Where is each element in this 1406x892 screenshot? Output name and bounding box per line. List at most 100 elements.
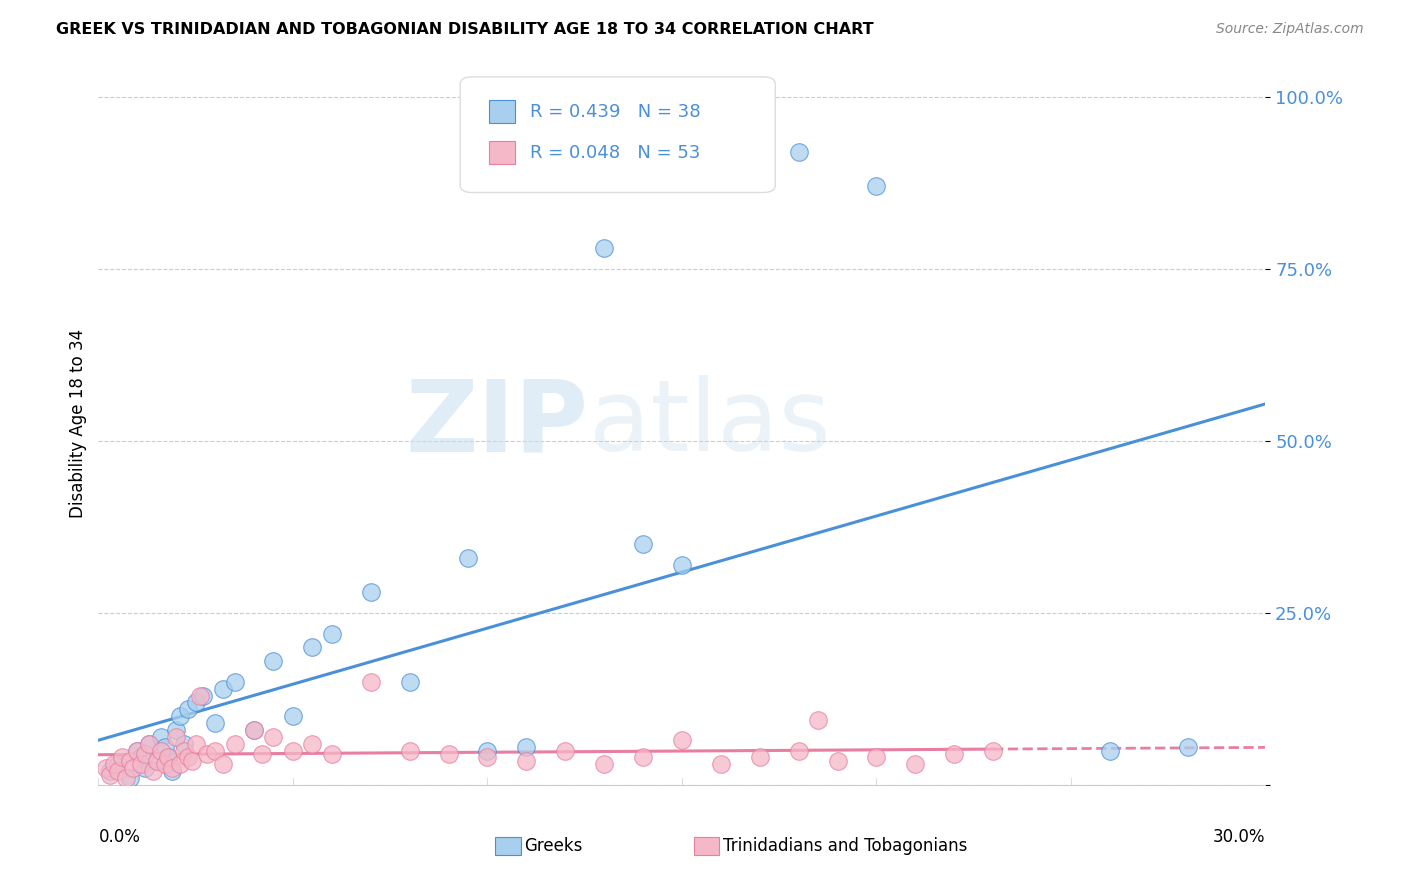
Point [193, 689, 215, 703]
Point [593, 241, 616, 255]
Point [457, 550, 479, 565]
Point [162, 761, 184, 775]
Text: Trinidadians and Tobagonians: Trinidadians and Tobagonians [723, 838, 967, 855]
Point [180, 754, 202, 768]
Point [138, 737, 160, 751]
Point [134, 761, 156, 775]
Point [748, 750, 770, 764]
Point [184, 737, 207, 751]
Point [149, 743, 172, 757]
Point [157, 750, 180, 764]
Point [477, 743, 499, 757]
Point [321, 626, 343, 640]
Point [184, 695, 207, 709]
Point [212, 757, 235, 772]
Point [671, 733, 693, 747]
Point [134, 747, 156, 761]
Point [138, 737, 160, 751]
Point [142, 764, 165, 779]
Text: 30.0%: 30.0% [1213, 829, 1265, 847]
Point [437, 747, 460, 761]
Point [157, 750, 180, 764]
Point [807, 713, 830, 727]
Point [114, 771, 136, 785]
FancyBboxPatch shape [693, 837, 720, 855]
Point [118, 754, 141, 768]
Point [398, 674, 420, 689]
Point [98, 767, 121, 781]
Point [281, 743, 304, 757]
Point [204, 716, 226, 731]
Point [122, 761, 145, 775]
Point [162, 764, 184, 779]
Point [1177, 740, 1199, 755]
Point [321, 747, 343, 761]
Point [165, 723, 187, 737]
Point [103, 757, 125, 772]
Point [224, 737, 246, 751]
Point [671, 558, 693, 572]
Text: ZIP: ZIP [406, 376, 589, 472]
Point [262, 654, 284, 668]
Point [262, 730, 284, 744]
Point [169, 757, 191, 772]
Point [865, 179, 887, 194]
Point [943, 747, 966, 761]
Point [177, 702, 200, 716]
Point [515, 754, 537, 768]
Point [146, 754, 169, 768]
Point [149, 730, 172, 744]
Point [360, 585, 382, 599]
Point [631, 537, 654, 551]
Point [177, 750, 200, 764]
FancyBboxPatch shape [489, 141, 516, 164]
Text: 0.0%: 0.0% [98, 829, 141, 847]
Point [195, 747, 218, 761]
Point [1098, 743, 1121, 757]
Point [111, 750, 134, 764]
Point [96, 761, 118, 775]
Point [631, 750, 654, 764]
Point [146, 754, 169, 768]
Point [107, 764, 129, 779]
Point [301, 640, 323, 655]
Point [243, 723, 266, 737]
FancyBboxPatch shape [495, 837, 520, 855]
Point [129, 757, 152, 772]
Text: Greeks: Greeks [524, 838, 582, 855]
Point [173, 737, 195, 751]
Point [173, 743, 195, 757]
Point [554, 743, 576, 757]
Point [127, 743, 149, 757]
Point [129, 750, 152, 764]
Text: GREEK VS TRINIDADIAN AND TOBAGONIAN DISABILITY AGE 18 TO 34 CORRELATION CHART: GREEK VS TRINIDADIAN AND TOBAGONIAN DISA… [56, 22, 875, 37]
Point [281, 709, 304, 723]
Point [827, 754, 849, 768]
Point [360, 674, 382, 689]
Point [127, 743, 149, 757]
Point [398, 743, 420, 757]
Point [153, 740, 176, 755]
Point [153, 757, 176, 772]
Point [477, 750, 499, 764]
Point [169, 709, 191, 723]
Text: Source: ZipAtlas.com: Source: ZipAtlas.com [1216, 22, 1364, 37]
Point [118, 771, 141, 785]
Point [904, 757, 927, 772]
Point [593, 757, 616, 772]
Point [981, 743, 1004, 757]
Point [107, 757, 129, 772]
Text: R = 0.439   N = 38: R = 0.439 N = 38 [530, 103, 700, 120]
Y-axis label: Disability Age 18 to 34: Disability Age 18 to 34 [69, 329, 87, 518]
Point [224, 674, 246, 689]
Text: atlas: atlas [589, 376, 830, 472]
FancyBboxPatch shape [460, 77, 775, 193]
Point [188, 689, 211, 703]
Point [865, 750, 887, 764]
Point [243, 723, 266, 737]
Point [98, 764, 121, 779]
FancyBboxPatch shape [489, 100, 516, 123]
Point [250, 747, 273, 761]
Point [710, 757, 733, 772]
Point [787, 743, 810, 757]
